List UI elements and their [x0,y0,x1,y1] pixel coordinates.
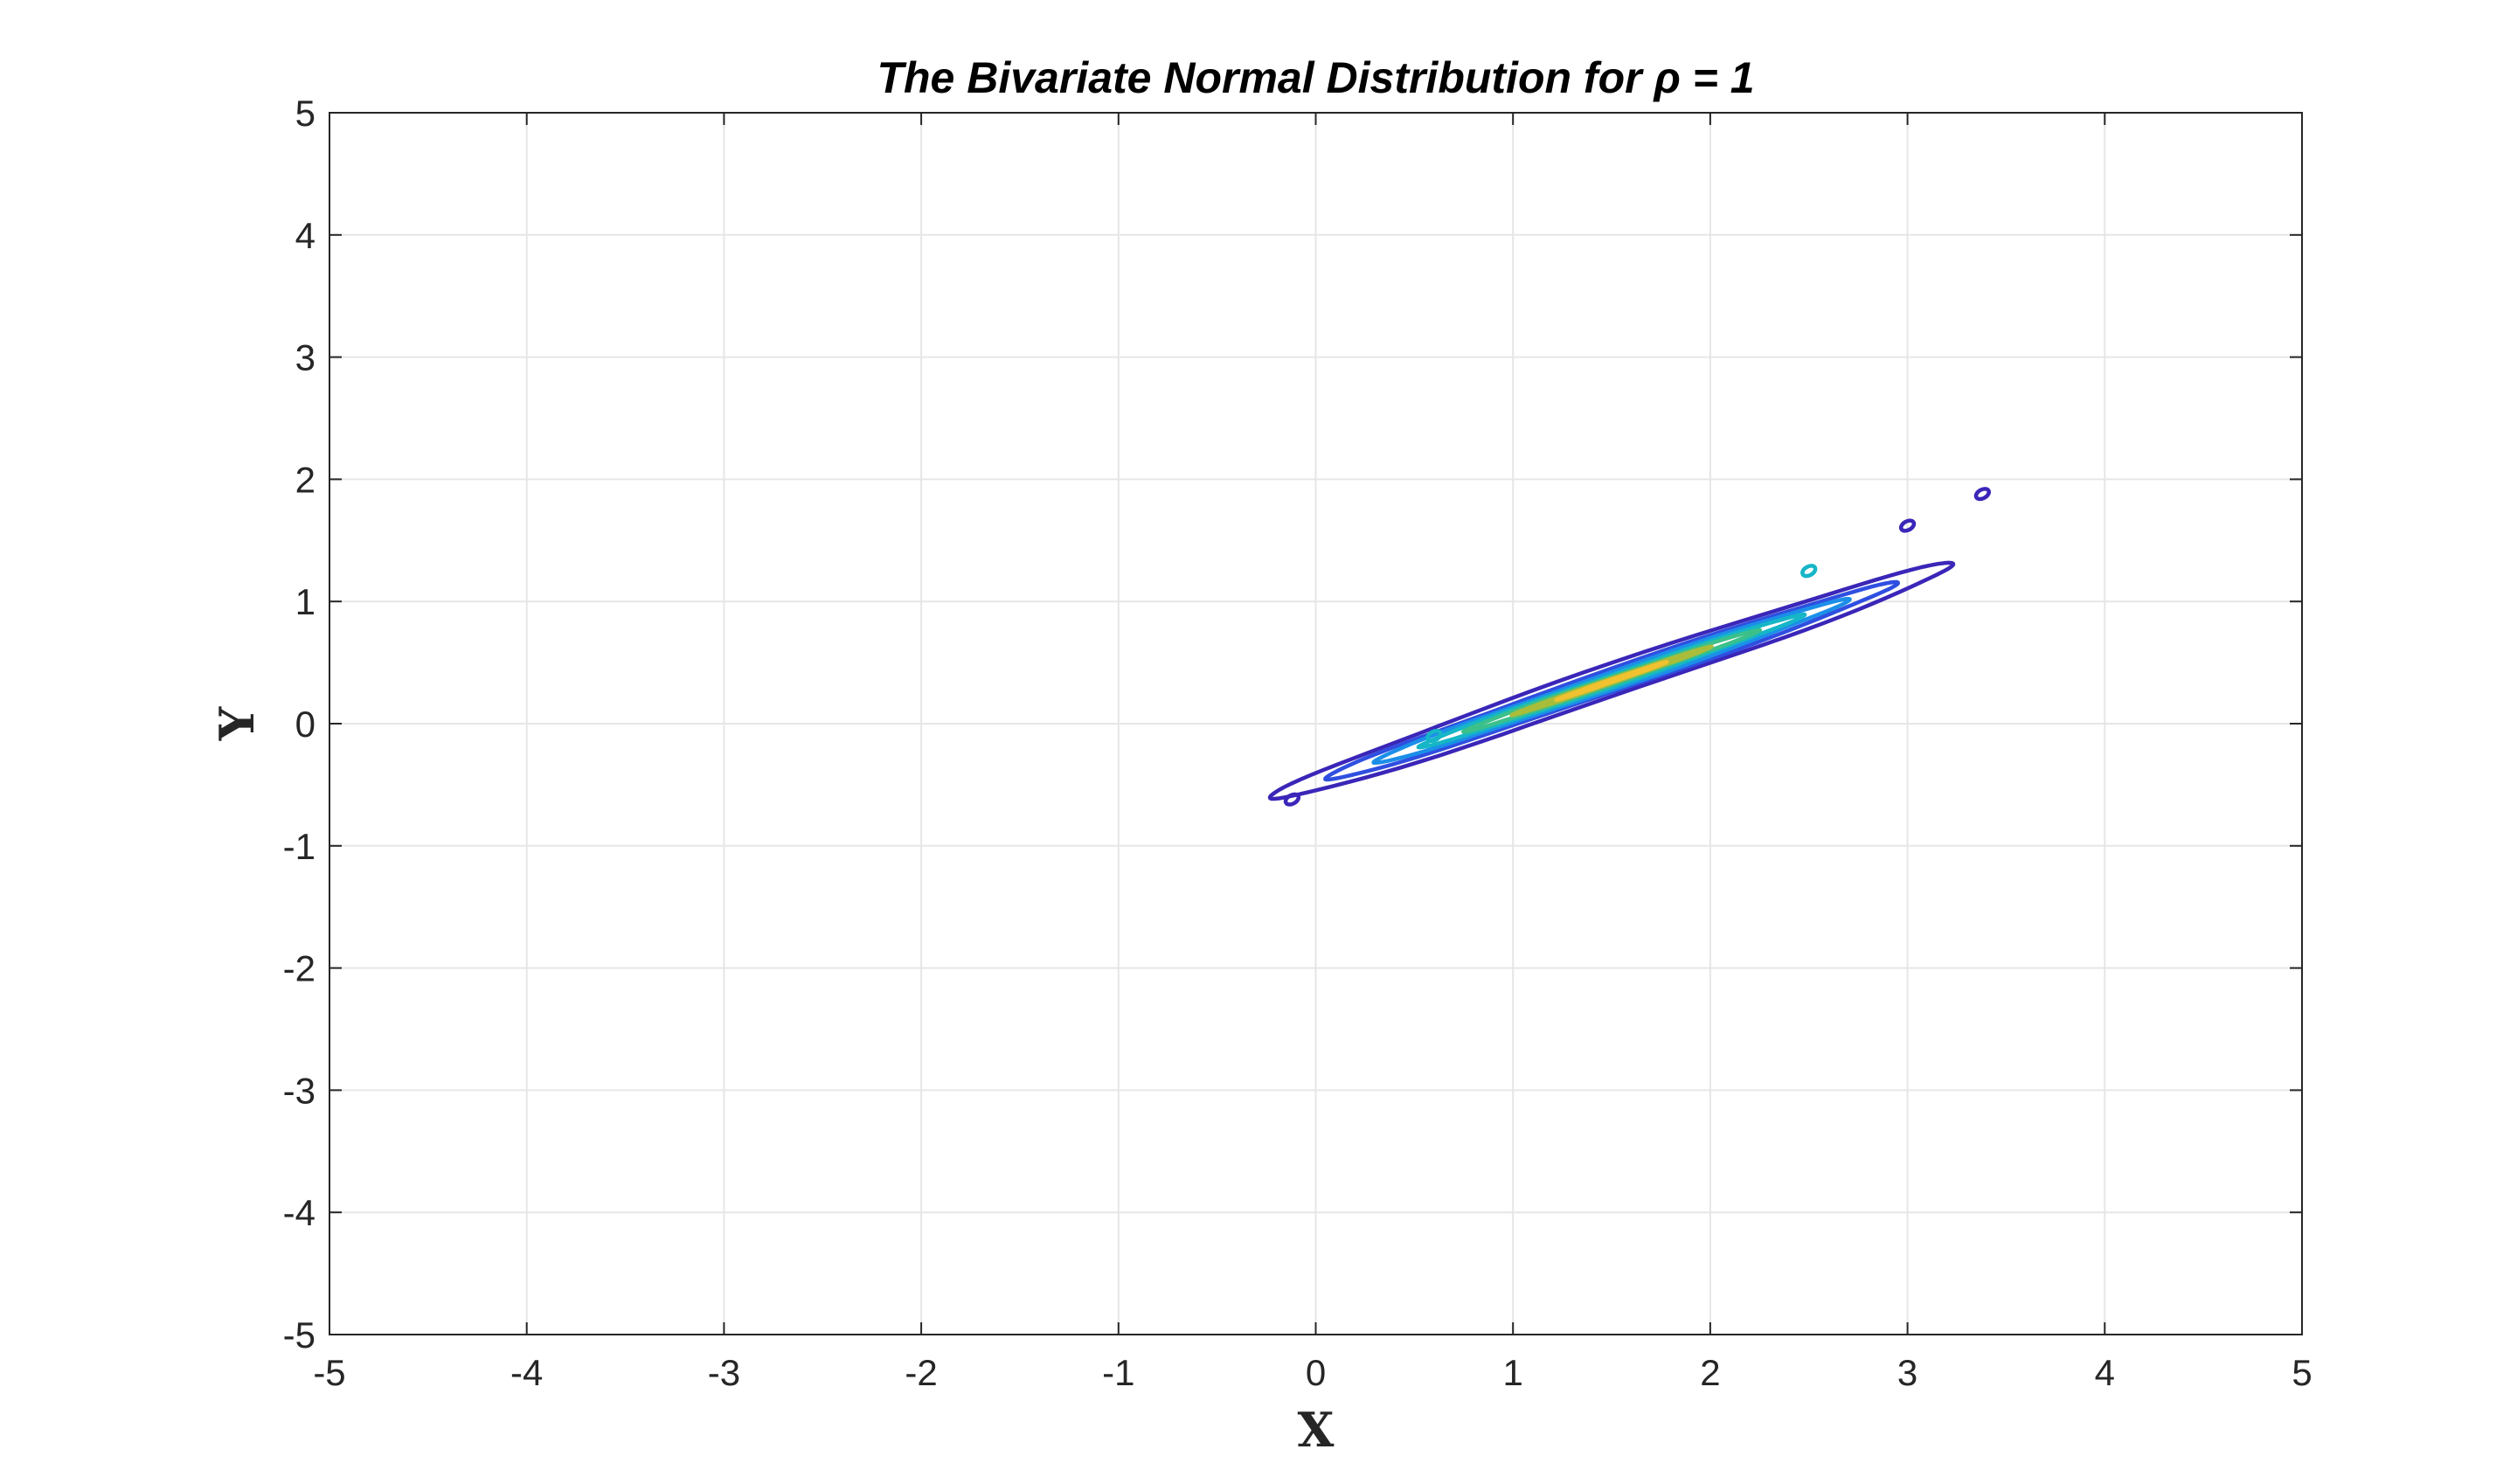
contour-island [1898,518,1917,533]
x-tick-label: -5 [313,1352,345,1393]
x-tick-label: 5 [2292,1352,2312,1393]
axis-ticks: -5 -4 -3 -2 -1 0 1 2 3 4 5 -5 -4 -3 -2 -1 0 1 2 3 4 5 [283,93,2312,1393]
y-tick-label: 3 [295,337,315,378]
x-tick-label: 4 [2095,1352,2115,1393]
x-tick-label: -4 [510,1352,543,1393]
y-tick-label: -5 [283,1314,315,1356]
x-tick-label: 0 [1306,1352,1326,1393]
contour-lines [1267,487,1992,807]
chart-title: The Bivariate Normal Distribution for ρ … [877,53,1754,102]
x-tick-label: -1 [1102,1352,1134,1393]
y-tick-label: -3 [283,1070,315,1111]
y-tick-label: 0 [295,704,315,745]
y-tick-label: 5 [295,93,315,134]
x-tick-label: -2 [905,1352,937,1393]
contour-island [1800,564,1818,579]
contour-level-3 [1371,596,1852,766]
y-tick-label: 4 [295,215,315,256]
contour-level-7 [1554,660,1669,703]
y-tick-label: 1 [295,581,315,622]
y-tick-label: 2 [295,459,315,500]
x-tick-label: 3 [1897,1352,1917,1393]
y-tick-label: -4 [283,1192,315,1233]
x-tick-label: -3 [708,1352,740,1393]
x-tick-label: 2 [1700,1352,1720,1393]
y-axis-label: Y [209,705,265,741]
x-axis-label: X [1298,1402,1335,1458]
y-tick-label: -1 [283,826,315,867]
contour-island [1973,487,1992,502]
contour-level-1 [1267,560,1956,801]
x-tick-label: 1 [1503,1352,1523,1393]
contour-island [1283,792,1301,807]
contour-island [1425,728,1443,744]
contour-level-2 [1323,579,1900,782]
y-tick-label: -2 [283,948,315,989]
